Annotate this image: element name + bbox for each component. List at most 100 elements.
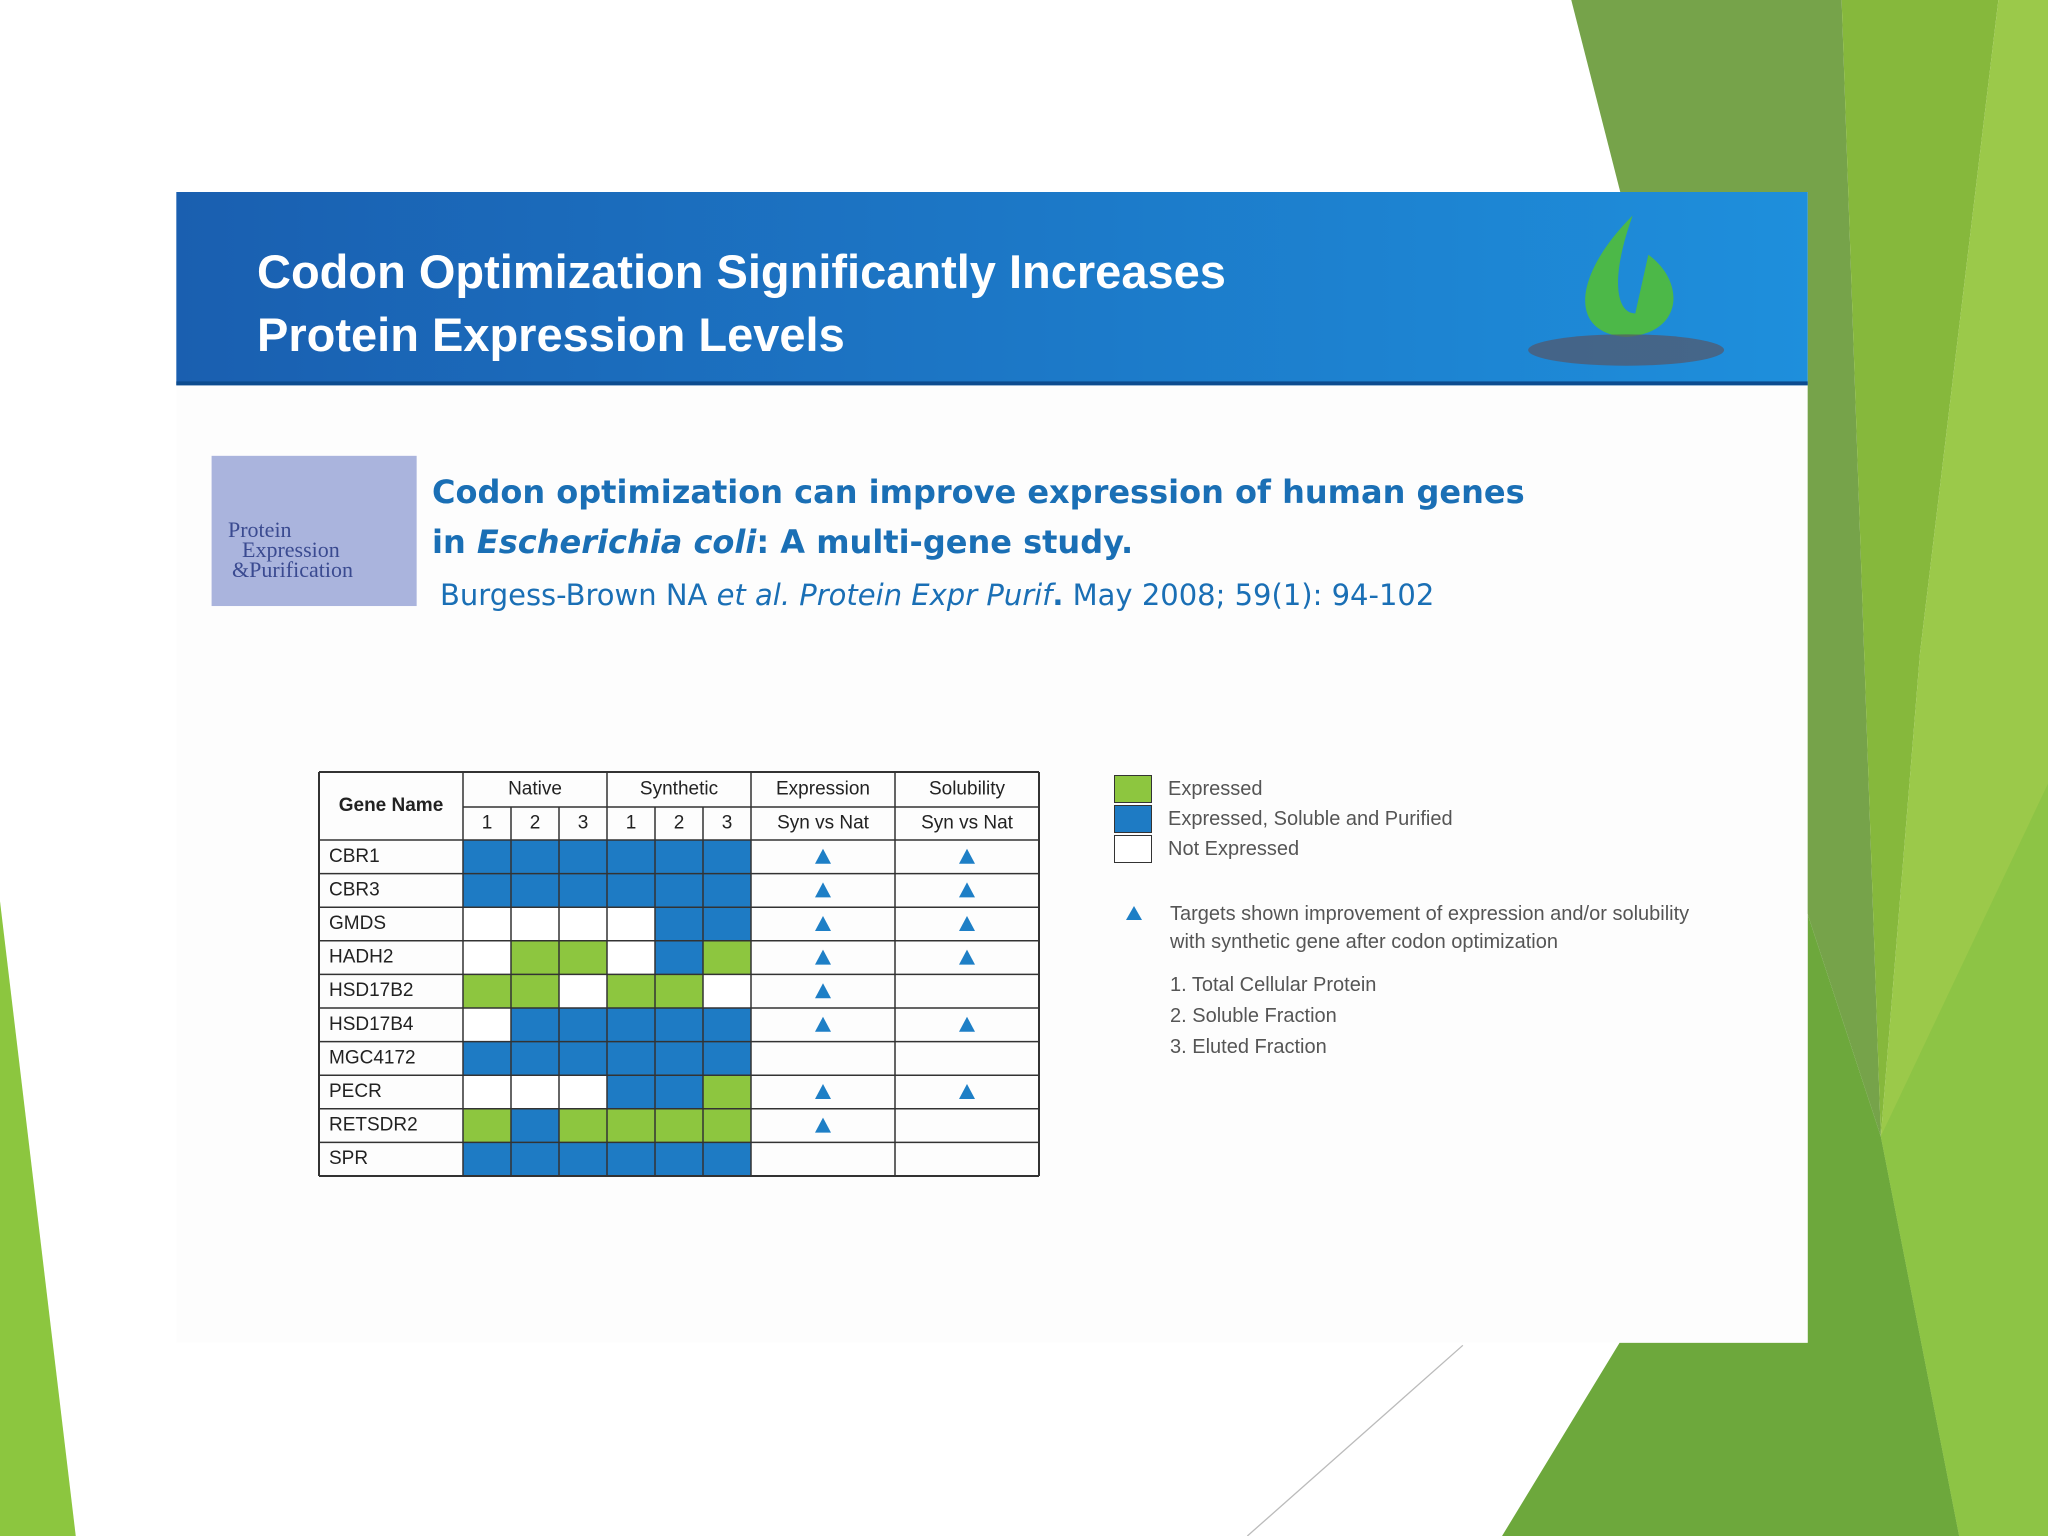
- gene-name: CBR3: [329, 879, 380, 900]
- column-sub: 2: [530, 813, 541, 834]
- citation-part: Burgess-Brown NA: [440, 578, 717, 612]
- column-sub: 3: [722, 813, 733, 834]
- cell: [559, 873, 607, 908]
- legend-item: Expressed, Soluble and Purified: [1114, 804, 1734, 834]
- improvement-marker: [815, 1084, 831, 1099]
- improvement-marker: [815, 983, 831, 999]
- cell: [607, 1142, 655, 1176]
- title-part: in: [432, 523, 477, 561]
- gene-name: MGC4172: [329, 1047, 416, 1068]
- improvement-marker: [959, 916, 975, 931]
- cover-line: Expression: [242, 537, 340, 562]
- legend-item: Expressed: [1114, 774, 1734, 804]
- cell: [703, 1108, 751, 1143]
- title-line: Protein Expression Levels: [257, 308, 845, 361]
- slide-title: Codon Optimization Significantly Increas…: [257, 240, 1226, 366]
- cell: [511, 1041, 559, 1076]
- cell: [655, 1041, 703, 1076]
- title-part: : A multi-gene study.: [756, 523, 1134, 561]
- column-sub: 1: [626, 813, 637, 834]
- cell: [511, 974, 559, 1008]
- cell: [559, 974, 607, 1008]
- gene-name: HSD17B2: [329, 980, 414, 1001]
- cell: [463, 974, 511, 1008]
- legend: Expressed Expressed, Soluble and Purified…: [1114, 774, 1734, 1063]
- citation-part: et al. Protein Expr Purif: [716, 578, 1053, 612]
- cell: [463, 940, 511, 975]
- cell: [463, 1075, 511, 1109]
- cell: [703, 974, 751, 1008]
- improvement-marker: [815, 916, 831, 931]
- cell: [607, 1075, 655, 1109]
- cell: [703, 1142, 751, 1176]
- gene-name: PECR: [329, 1081, 382, 1102]
- cell: [511, 1108, 559, 1143]
- cell: [511, 873, 559, 908]
- gene-name: HADH2: [329, 947, 393, 968]
- improvement-marker: [959, 882, 975, 898]
- improvement-marker: [959, 1016, 975, 1032]
- cell: [607, 1008, 655, 1042]
- cell: [607, 907, 655, 941]
- title-line: in Escherichia coli: A multi-gene study.: [432, 517, 1525, 567]
- column-sub: 1: [482, 813, 493, 834]
- title-part: Escherichia coli: [476, 523, 757, 561]
- cell: [655, 940, 703, 975]
- cover-line: &Purification: [232, 557, 353, 582]
- cell: [655, 974, 703, 1008]
- legend-swatch: [1114, 805, 1152, 833]
- cell: [703, 1075, 751, 1109]
- marker-key: [1126, 906, 1142, 920]
- improvement-marker: [959, 848, 975, 864]
- cell: [511, 840, 559, 874]
- title-line: Codon Optimization Significantly Increas…: [257, 245, 1226, 298]
- legend-label: Expressed: [1168, 777, 1263, 800]
- cell: [463, 1008, 511, 1042]
- column-group: Solubility: [929, 779, 1006, 800]
- gene-name: CBR1: [329, 846, 380, 867]
- legend-note: Targets shown improvement of expression …: [1114, 900, 1734, 956]
- cell: [655, 873, 703, 908]
- improvement-marker: [815, 848, 831, 864]
- column-sub: 2: [674, 813, 685, 834]
- marker-icon: [1126, 906, 1142, 920]
- improvement-marker: [815, 1117, 831, 1133]
- column-group: Native: [508, 779, 562, 800]
- cell: [703, 1041, 751, 1076]
- cell: [511, 940, 559, 975]
- cell: [655, 1142, 703, 1176]
- cell: [559, 1008, 607, 1042]
- table: CBR1 CBR3 GMDS HADH2 HSD17B2 HSD17B4 MGC4172 PE…: [318, 771, 1040, 1177]
- step: 3. Eluted Fraction: [1170, 1036, 1327, 1058]
- title-part: Codon optimization can improve expressio…: [432, 473, 1525, 511]
- improvement-marker: [959, 1084, 975, 1099]
- cell: [655, 1108, 703, 1143]
- cell: [463, 840, 511, 874]
- title-line: Codon optimization can improve expressio…: [432, 467, 1525, 517]
- cover-text: Protein Expression &Purification: [228, 517, 353, 582]
- cell: [559, 1142, 607, 1176]
- cell: [655, 1008, 703, 1042]
- cell: [655, 1075, 703, 1109]
- paper-title: Codon optimization can improve expressio…: [432, 467, 1525, 567]
- cell: [607, 974, 655, 1008]
- cover-line: Protein: [228, 517, 292, 542]
- cell: [559, 1075, 607, 1109]
- cell: [463, 1142, 511, 1176]
- legend-item: Not Expressed: [1114, 834, 1734, 864]
- citation-part: .: [1052, 578, 1064, 612]
- gene-name: GMDS: [329, 913, 386, 934]
- column-sub: 3: [578, 813, 589, 834]
- cell: [559, 1041, 607, 1076]
- citation-part: May 2008; 59(1): 94-102: [1063, 578, 1435, 612]
- citation: Burgess-Brown NA et al. Protein Expr Pur…: [440, 578, 1434, 612]
- column-sub: Syn vs Nat: [777, 813, 870, 834]
- improvement-marker: [815, 882, 831, 898]
- cell: [511, 1075, 559, 1109]
- cell: [559, 940, 607, 975]
- cell: [703, 907, 751, 941]
- cell: [655, 840, 703, 874]
- improvement-marker: [959, 949, 975, 965]
